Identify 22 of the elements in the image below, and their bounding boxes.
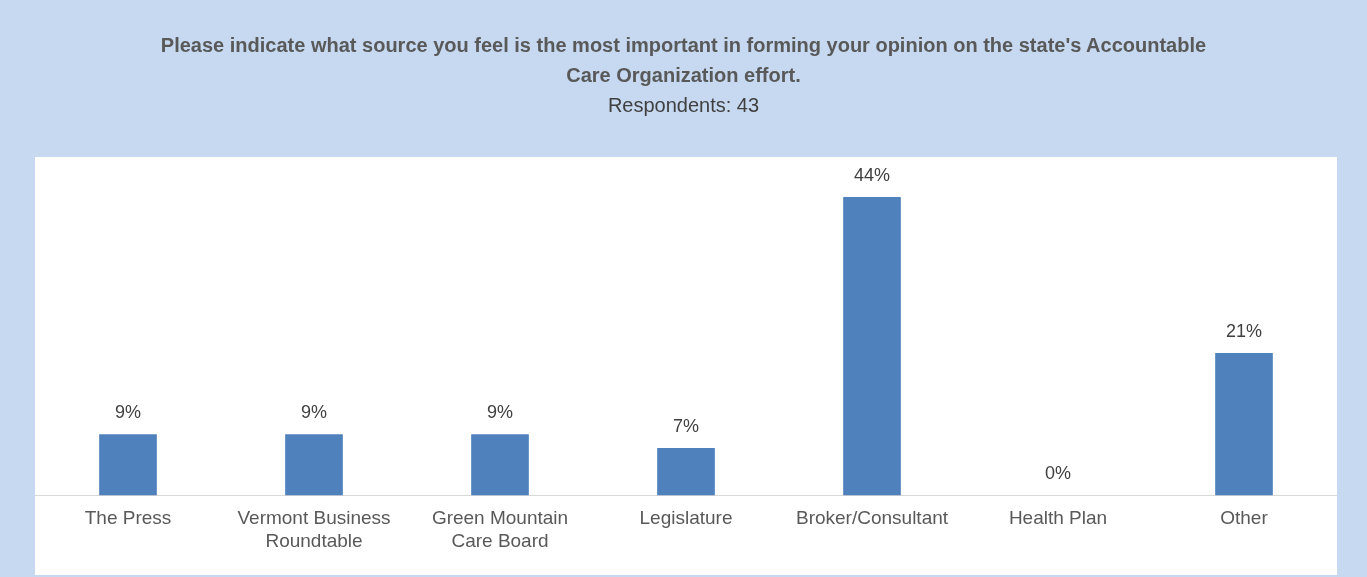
data-label: 9% [486,402,514,423]
bar [99,434,157,496]
bar [471,434,529,496]
x-tick-label: Other [1220,507,1269,529]
bar [657,447,715,496]
data-label: 0% [1044,463,1072,484]
chart-title: Please indicate what source you feel is the most important in forming your opinion on the state's Accountable Care Organization effort. [159,33,1208,88]
bar [285,434,343,496]
data-label: 21% [1225,320,1263,341]
x-tick-label: The Press [84,507,172,529]
x-tick-label: Broker/Consultant [795,507,949,529]
data-label: 9% [300,402,328,423]
x-tick-label: Health Plan [1008,507,1108,529]
data-label: 7% [672,415,700,436]
bar [1215,352,1273,496]
data-label: 44% [853,164,891,185]
x-tick-label: Legislature [639,507,733,529]
chart-subtitle: Respondents: 43 [606,94,761,117]
data-label: 9% [114,402,142,423]
x-tick-label: Vermont Business Roundtable [237,507,391,551]
x-tick-label: Green Mountain Care Board [431,507,569,551]
bar [843,197,901,496]
